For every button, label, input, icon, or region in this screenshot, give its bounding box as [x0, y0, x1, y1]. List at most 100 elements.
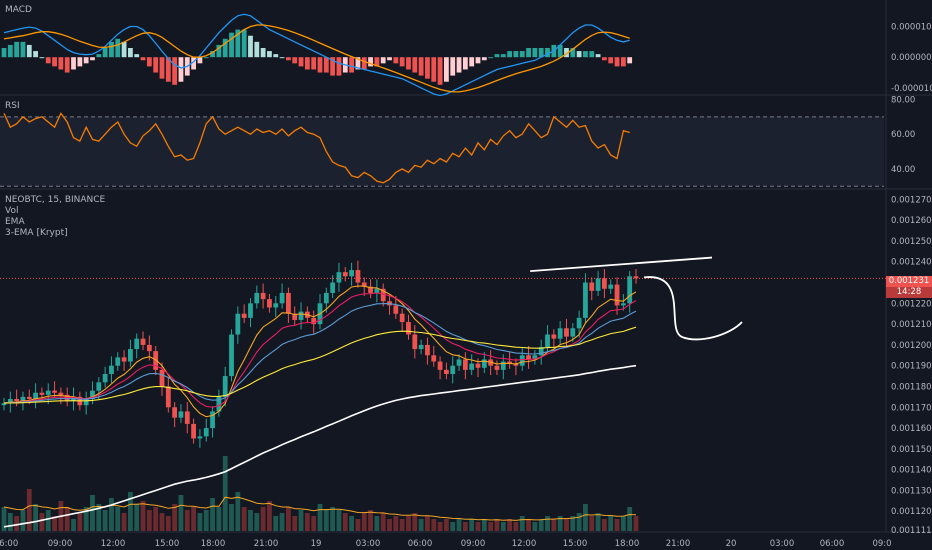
time-x-tick: 18:00: [615, 539, 640, 549]
candle-body: [7, 398, 13, 404]
main-symbol-label: NEOBTC, 15, BINANCE: [5, 195, 106, 205]
candle-body: [279, 292, 285, 304]
volume-bar: [165, 516, 171, 531]
volume-bar: [20, 510, 26, 531]
volume-bar: [412, 513, 418, 531]
candle-body: [1, 403, 7, 406]
candle-body: [203, 428, 209, 437]
trendline-drawing: [530, 256, 713, 272]
candle-body: [178, 411, 184, 418]
macd-histogram-bar: [513, 51, 519, 58]
volume-bar: [614, 519, 620, 531]
macd-histogram-bar: [361, 57, 367, 70]
time-x-tick: 06:00: [0, 539, 18, 549]
volume-bar: [406, 516, 411, 531]
candle-body: [222, 376, 228, 397]
candle-body: [602, 278, 607, 289]
macd-histogram-bar: [368, 57, 373, 67]
macd-histogram-bar: [235, 29, 241, 58]
volume-bar: [134, 504, 140, 531]
volume-bar: [178, 495, 184, 531]
time-x-tick: 09:00: [461, 539, 486, 549]
volume-bar: [538, 519, 544, 531]
candle-body: [216, 396, 222, 412]
ema-indicator-label: EMA: [5, 217, 25, 227]
volume-bar: [172, 504, 178, 531]
volume-bar: [260, 507, 266, 531]
volume-bar: [96, 504, 102, 531]
candle-body: [298, 311, 304, 320]
volume-bar: [475, 522, 481, 531]
volume-bar: [507, 519, 512, 531]
rsi-line: [3, 112, 630, 184]
candle-body: [153, 351, 159, 370]
volume-bar: [235, 492, 241, 531]
volume-bar: [551, 519, 557, 531]
candle-body: [614, 284, 620, 306]
price-y-tick: 0.001120: [891, 507, 932, 517]
macd-histogram-bar: [317, 57, 323, 73]
volume-bar: [102, 510, 108, 531]
candle-body: [507, 361, 512, 364]
projection-curve-drawing: [643, 276, 743, 341]
volume-bar: [526, 519, 531, 531]
macd-histogram-bar: [115, 38, 121, 58]
price-y-tick: 0.001270: [891, 195, 932, 205]
volume-bar: [45, 510, 51, 531]
candle-body: [96, 382, 102, 391]
macd-histogram-bar: [323, 57, 329, 73]
candle-body: [90, 390, 95, 399]
candle-body: [235, 313, 241, 335]
macd-histogram-bar: [519, 51, 525, 58]
volume-bar: [589, 516, 595, 531]
macd-histogram-bar: [462, 57, 468, 70]
time-x-tick: 09:00: [48, 539, 73, 549]
candle-body: [20, 396, 26, 402]
macd-histogram-bar: [45, 57, 51, 64]
candle-body: [26, 396, 32, 399]
macd-histogram-bar: [507, 51, 512, 58]
time-x-tick: 12:00: [101, 539, 126, 549]
rsi-y-tick: 60.00: [891, 130, 915, 140]
volume-bar: [26, 489, 32, 531]
volume-bar: [349, 516, 354, 531]
volume-bar: [437, 522, 443, 531]
candle-body: [399, 313, 405, 323]
rsi-y-tick: 80.00: [891, 95, 915, 105]
macd-line: [3, 13, 630, 97]
candle-body: [500, 361, 506, 370]
volume-bar: [450, 522, 456, 531]
candle-body: [412, 334, 418, 350]
candle-body: [494, 365, 500, 370]
candle-body: [349, 270, 354, 277]
candle-body: [462, 359, 468, 370]
candle-body: [210, 411, 215, 429]
macd-histogram-bar: [77, 57, 83, 67]
macd-histogram-bar: [178, 57, 184, 82]
volume-bar: [90, 495, 95, 531]
volume-bar: [336, 510, 342, 531]
volume-bar: [153, 507, 159, 531]
volume-bar: [583, 504, 588, 531]
macd-y-tick: 0.000010: [891, 23, 932, 33]
volume-bar: [387, 519, 392, 531]
time-x-tick: 18:00: [201, 539, 226, 549]
candle-body: [355, 270, 361, 283]
volume-bar: [633, 516, 639, 531]
macd-histogram-bar: [109, 41, 114, 58]
candle-body: [336, 272, 342, 283]
candle-body: [115, 357, 121, 366]
candle-body: [191, 423, 196, 439]
volume-bar: [71, 519, 76, 531]
volume-bar: [273, 516, 279, 531]
volume-bar: [399, 519, 405, 531]
volume-bar: [570, 516, 576, 531]
volume-bar: [109, 498, 114, 531]
candle-body: [361, 282, 367, 287]
macd-histogram-bar: [412, 57, 418, 73]
volume-bar: [140, 501, 146, 531]
macd-histogram-bar: [336, 57, 342, 76]
candle-body: [273, 303, 279, 308]
